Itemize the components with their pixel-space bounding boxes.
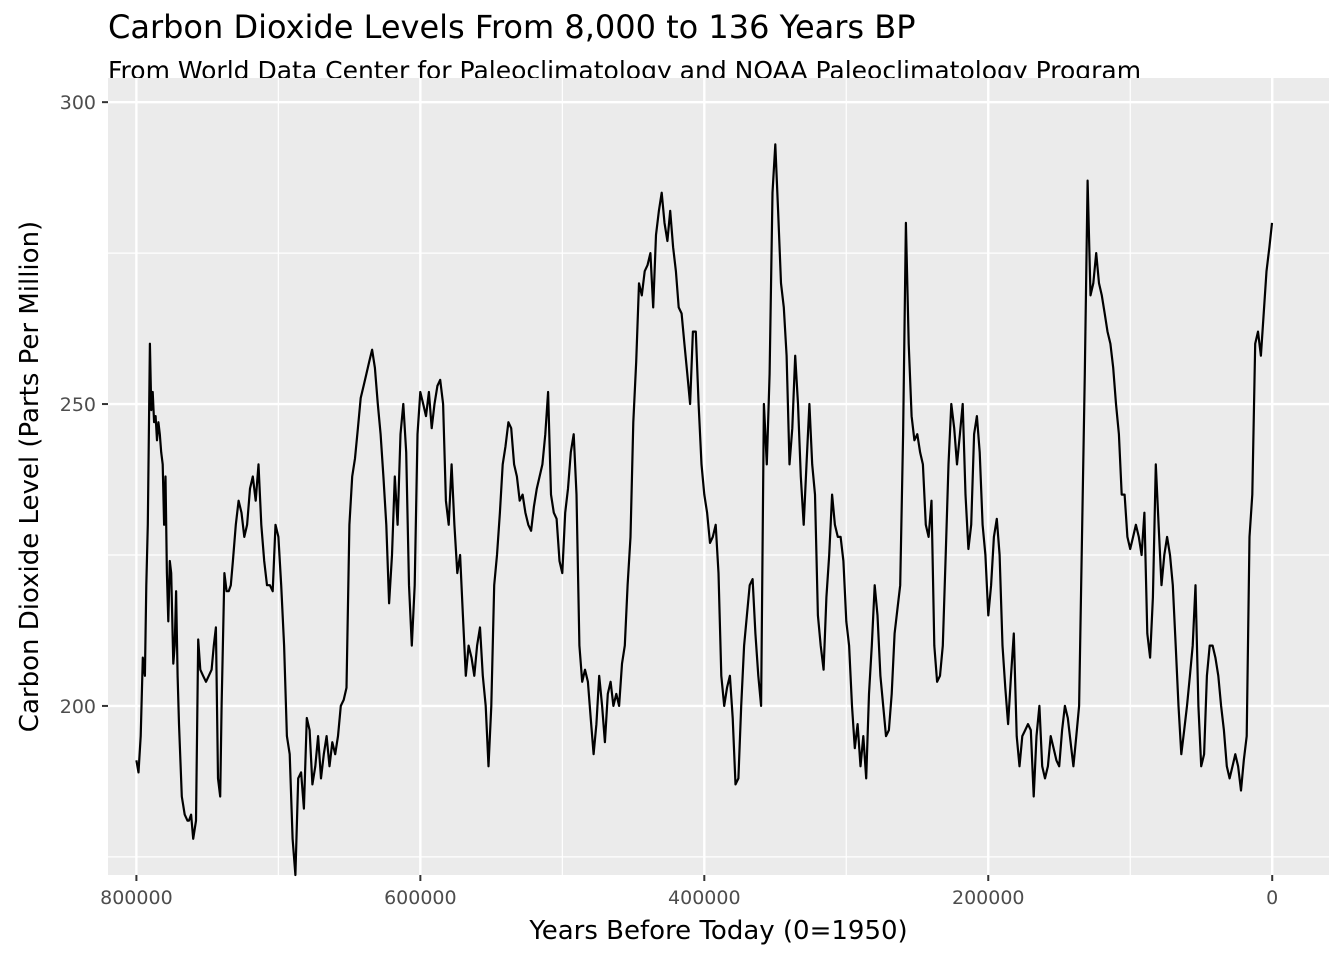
- plot-panel: [108, 78, 1329, 875]
- y-tick-label: 200: [60, 696, 96, 718]
- x-tick-label: 0: [1266, 887, 1278, 909]
- y-tick-label: 250: [60, 394, 96, 416]
- x-tick-label: 400000: [668, 887, 741, 909]
- x-axis-title: Years Before Today (0=1950): [528, 916, 907, 946]
- axes-group: 800000 600000 400000 200000 0 200 250 300: [60, 92, 1279, 909]
- x-tick-label: 600000: [384, 887, 457, 909]
- y-axis-title: Carbon Dioxide Level (Parts Per Million): [15, 221, 45, 732]
- major-gridlines: [108, 78, 1329, 875]
- y-tick-label: 300: [60, 92, 96, 114]
- chart-title: Carbon Dioxide Levels From 8,000 to 136 …: [108, 8, 916, 46]
- minor-gridlines: [108, 78, 1329, 875]
- co2-series-line: [135, 143, 1274, 877]
- x-tick-label: 800000: [100, 887, 173, 909]
- series-group: [135, 143, 1274, 877]
- x-tick-label: 200000: [952, 887, 1025, 909]
